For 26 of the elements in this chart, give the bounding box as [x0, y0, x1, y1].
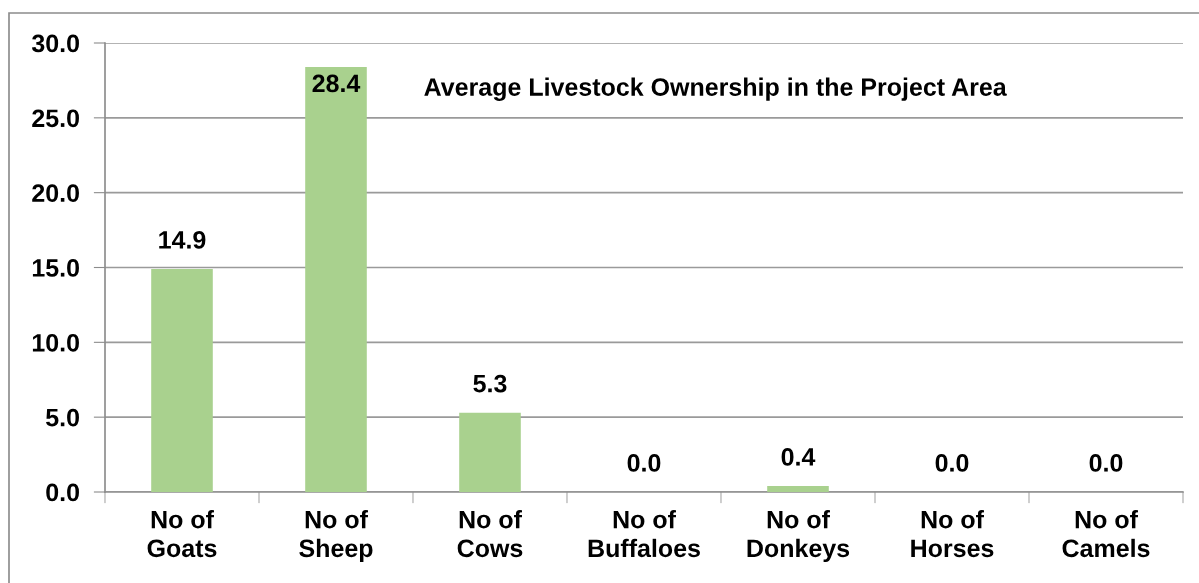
- x-tick-label: No of Cows: [457, 510, 523, 558]
- x-tick-label: No of Donkeys: [747, 510, 850, 563]
- x-tick-label: No of Sheep: [299, 510, 373, 563]
- x-tick-label: No of Horses: [911, 510, 994, 558]
- data-label: 0.4: [781, 448, 816, 466]
- bar: [459, 412, 521, 492]
- data-label: 0.0: [627, 454, 661, 472]
- y-tick-label: 30.0: [31, 34, 79, 53]
- text: Average Livestock Ownership in the Project Area: [424, 77, 1007, 101]
- y-tick-label: 10.0: [32, 333, 79, 352]
- data-label: 28.4: [312, 74, 361, 93]
- y-tick-label: 15.0: [32, 259, 79, 277]
- data-label: 0.0: [1089, 454, 1123, 472]
- y-tick-label: 25.0: [32, 109, 79, 128]
- data-label: 14.9: [159, 231, 206, 249]
- y-tick-label: 0.0: [46, 483, 79, 502]
- x-tick-label: No of Camels: [1062, 510, 1150, 558]
- y-tick-label: 5.0: [46, 408, 79, 427]
- data-label: 0.0: [935, 454, 969, 472]
- x-tick-label: No of Goats: [147, 510, 217, 558]
- bar: [151, 269, 213, 492]
- bar: [305, 66, 367, 492]
- bar: [767, 486, 829, 492]
- y-tick-label: 20.0: [32, 184, 79, 202]
- x-tick-label: No of Buffaloes: [588, 510, 700, 558]
- data-label: 5.3: [473, 374, 507, 393]
